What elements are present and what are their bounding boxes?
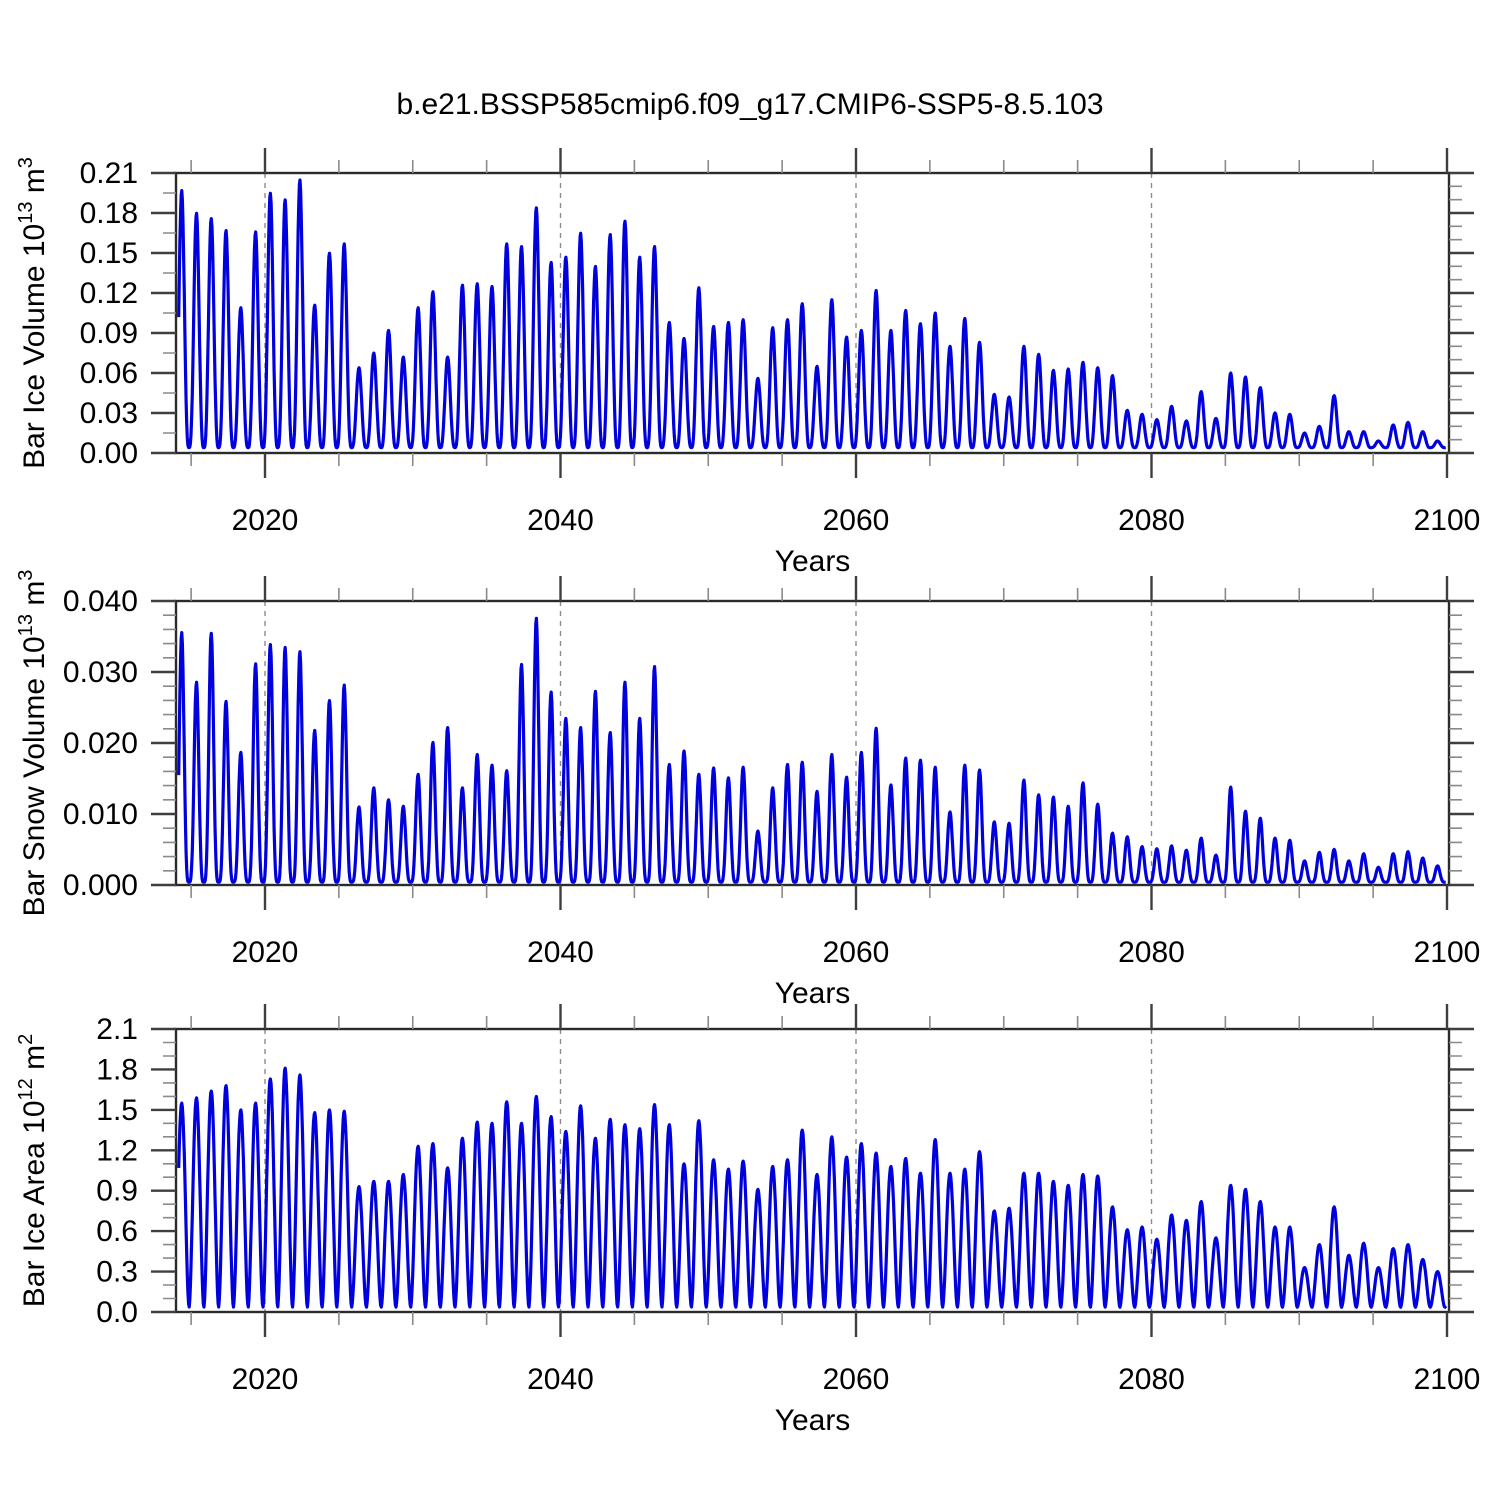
bar_snow_volume-series-line (177, 616, 1447, 884)
bar_ice_area-ylabel: Bar Ice Area 1012 m2 (15, 1034, 51, 1308)
bar_snow_volume-minor-ticks (163, 588, 1462, 898)
bar_ice_area-ytick-label: 0.0 (96, 1296, 138, 1329)
bar_ice_area-frame (174, 1027, 1451, 1314)
bar_ice_volume-xtick-label: 2100 (1414, 504, 1481, 537)
bar_ice_area-xtick-label: 2020 (232, 1363, 299, 1396)
panel-bar_snow_volume: 0.000 0.010 0.020 0.030 0.040 2020 2040 2060 208… (15, 570, 1480, 1010)
bar_ice_volume-minor-ticks (163, 160, 1462, 466)
bar_snow_volume-ytick-label: 0.000 (63, 869, 138, 902)
bar_ice_volume-xtick-label: 2060 (823, 504, 890, 537)
bar_snow_volume-xtick-label: 2100 (1414, 936, 1481, 969)
bar_ice_area-major-ticks (151, 1004, 1474, 1337)
bar_snow_volume-xtick-label: 2040 (527, 936, 594, 969)
bar_ice_volume-ytick-label: 0.06 (80, 357, 138, 390)
chart-title: b.e21.BSSP585cmip6.f09_g17.CMIP6-SSP5-8.… (396, 88, 1104, 121)
bar_ice_volume-ytick-label: 0.12 (80, 277, 138, 310)
bar_ice_area-xtick-label: 2060 (823, 1363, 890, 1396)
bar_ice_volume-series-line (177, 178, 1447, 450)
bar_snow_volume-major-ticks (151, 576, 1474, 910)
bar_snow_volume-xtick-label: 2080 (1118, 936, 1185, 969)
bar_ice_volume-ytick-label: 0.09 (80, 317, 138, 350)
bar_ice_area-minor-ticks (163, 1016, 1462, 1325)
bar_ice_area-ytick-label: 1.5 (96, 1094, 138, 1127)
bar_ice_area-ytick-label: 1.8 (96, 1053, 138, 1086)
bar_ice_volume-major-ticks (151, 148, 1474, 478)
bar_snow_volume-xtick-label: 2060 (823, 936, 890, 969)
bar_ice_area-xtick-label: 2040 (527, 1363, 594, 1396)
bar_ice_area-series-line (177, 1066, 1448, 1309)
bar_ice_volume-ytick-label: 0.21 (80, 157, 138, 190)
bar_ice_volume-ytick-label: 0.00 (80, 437, 138, 470)
panel-bar_ice_area: 0.0 0.3 0.6 0.9 1.2 1.5 1.8 2.1 2020 2040 2060 2080… (15, 1004, 1480, 1437)
bar_ice_area-ytick-label: 0.6 (96, 1215, 138, 1248)
bar_ice_volume-ylabel: Bar Ice Volume 1013 m3 (15, 157, 51, 469)
bar_snow_volume-ytick-label: 0.010 (63, 798, 138, 831)
bar_snow_volume-ytick-label: 0.020 (63, 727, 138, 760)
bar_snow_volume-ytick-label: 0.030 (63, 656, 138, 689)
bar_ice_volume-ytick-label: 0.15 (80, 237, 138, 270)
bar_ice_area-ytick-label: 1.2 (96, 1134, 138, 1167)
bar_ice_volume-ytick-label: 0.03 (80, 397, 138, 430)
bar_ice_area-ytick-label: 2.1 (96, 1013, 138, 1046)
bar_ice_volume-xtick-label: 2040 (527, 504, 594, 537)
bar_snow_volume-xlabel: Years (775, 977, 851, 1010)
bar_ice_volume-xlabel: Years (775, 545, 851, 578)
bar_ice_area-xlabel: Years (775, 1404, 851, 1437)
bar_ice_volume-xtick-label: 2080 (1118, 504, 1185, 537)
bar_snow_volume-xtick-label: 2020 (232, 936, 299, 969)
bar_ice_area-xtick-label: 2100 (1414, 1363, 1481, 1396)
bar_snow_volume-ytick-label: 0.040 (63, 585, 138, 618)
bar_ice_area-ytick-label: 0.9 (96, 1175, 138, 1208)
bar_snow_volume-ylabel: Bar Snow Volume 1013 m3 (15, 570, 51, 917)
bar_ice_area-xtick-label: 2080 (1118, 1363, 1185, 1396)
bar_ice_volume-ytick-label: 0.18 (80, 197, 138, 230)
bar_ice_area-ytick-label: 0.3 (96, 1256, 138, 1289)
panel-bar_ice_volume: 0.00 0.03 0.06 0.09 0.12 0.15 0.18 0.21 2020 2040… (15, 148, 1480, 578)
bar_ice_volume-xtick-label: 2020 (232, 504, 299, 537)
